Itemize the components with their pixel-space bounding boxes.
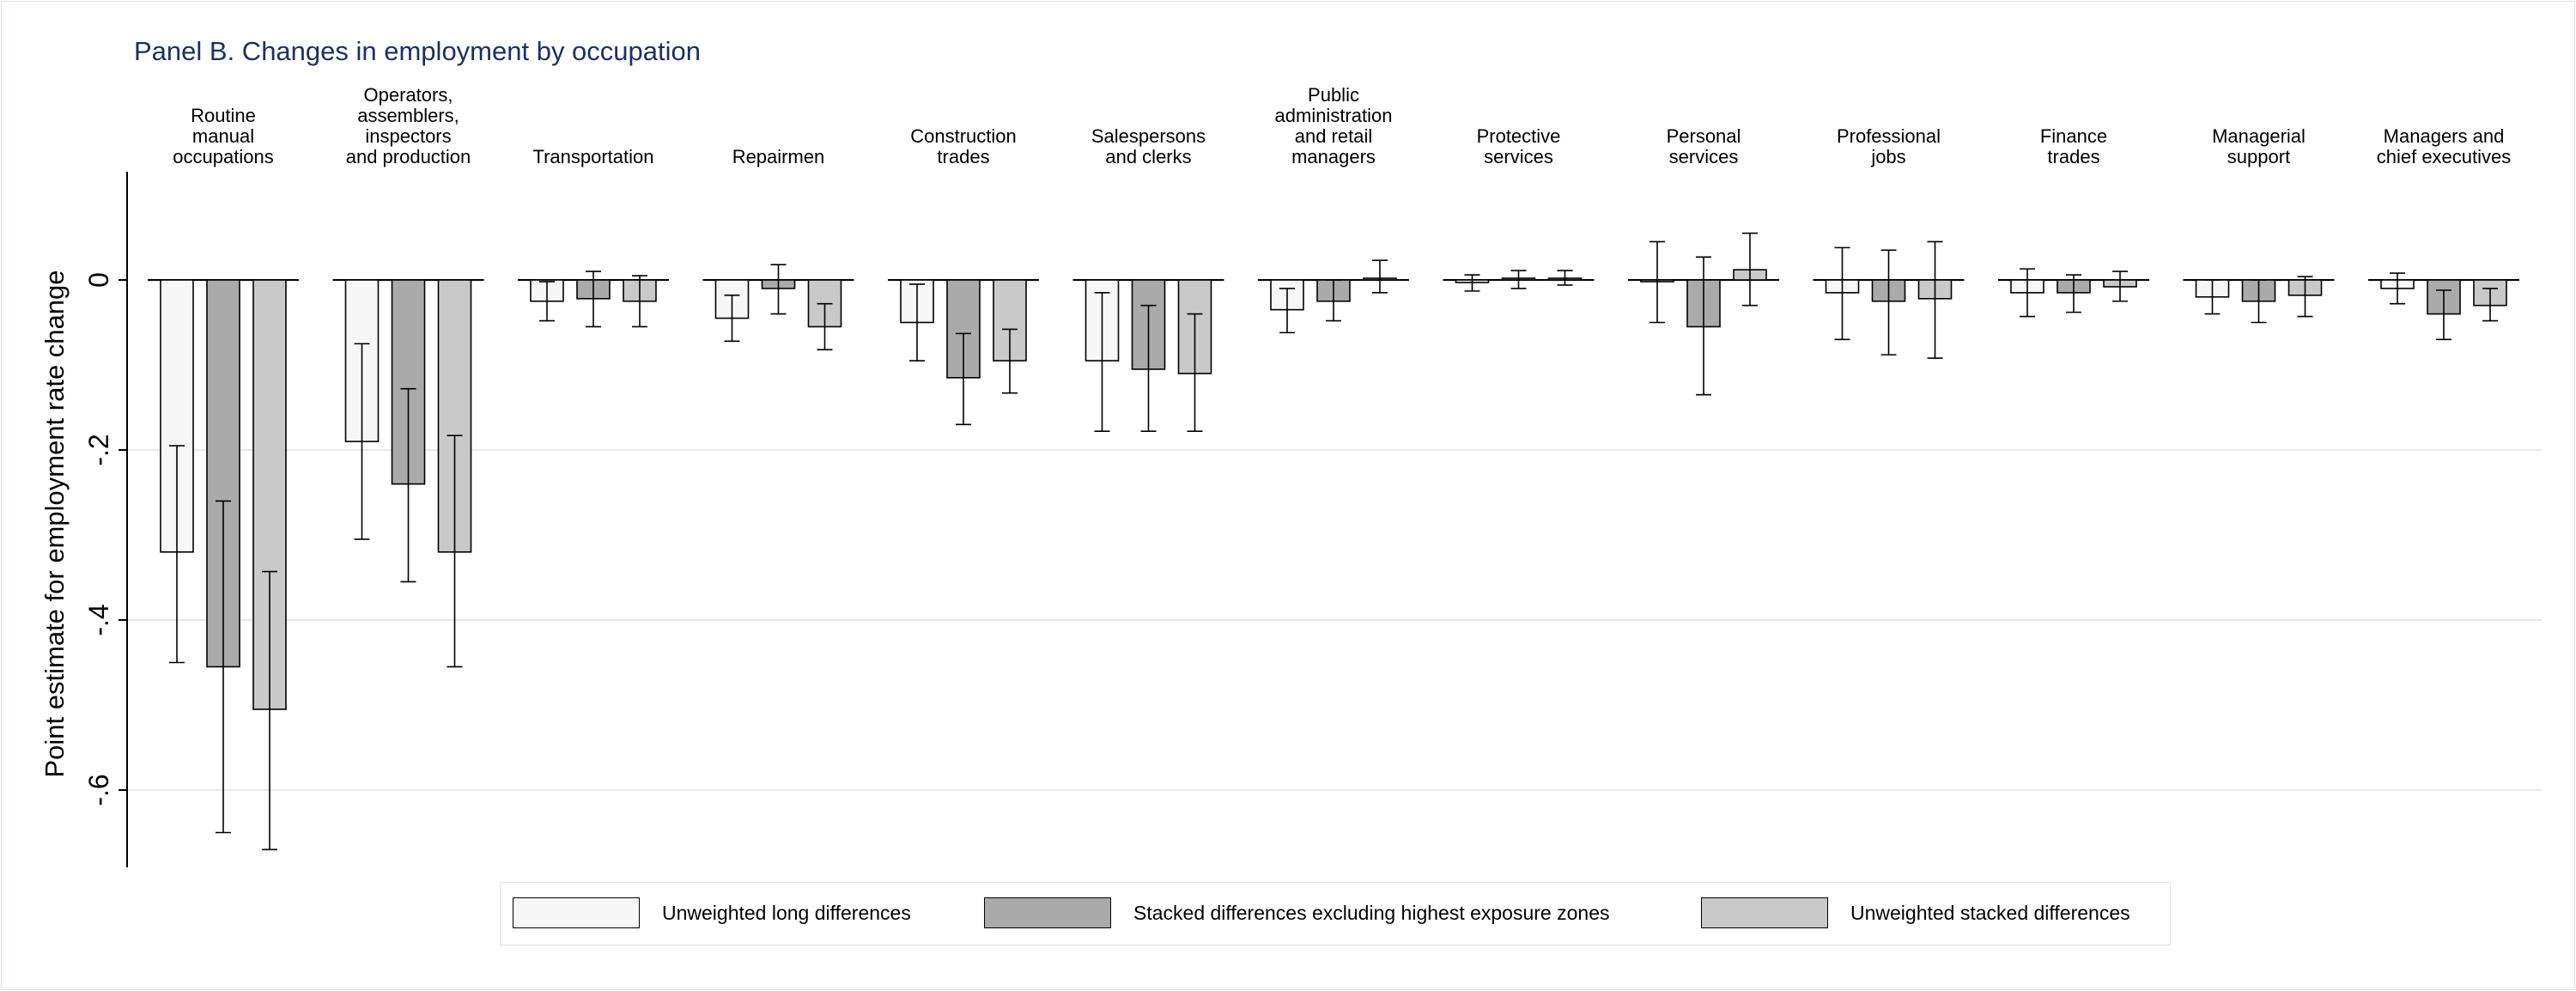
category-label: services <box>1669 146 1739 167</box>
legend-swatch-series-1 <box>513 897 640 928</box>
category-label: Managerial <box>2212 125 2306 147</box>
category-label: trades <box>2047 146 2099 167</box>
category-label: occupations <box>173 146 273 167</box>
legend-swatch-series-2 <box>984 897 1111 928</box>
legend-label-series-1: Unweighted long differences <box>662 901 911 924</box>
category-label: inspectors <box>365 125 451 147</box>
category-label: managers <box>1291 146 1376 167</box>
category-label: administration <box>1275 105 1393 126</box>
category-label: Finance <box>2040 125 2107 147</box>
legend-label-series-3: Unweighted stacked differences <box>1850 901 2130 924</box>
category-label: chief executives <box>2377 146 2512 167</box>
legend-label-series-2: Stacked differences excluding highest ex… <box>1133 901 1610 924</box>
y-axis-title: Point estimate for employment rate chang… <box>39 270 70 777</box>
legend-item-series-3: Unweighted stacked differences <box>1701 896 2130 930</box>
category-label: Professional <box>1837 125 1941 147</box>
category-label: and retail <box>1295 125 1373 147</box>
category-label: Repairmen <box>732 146 825 167</box>
category-label: manual <box>192 125 254 147</box>
category-label: assemblers, <box>357 105 459 126</box>
category-label: Public <box>1308 84 1359 106</box>
category-label: Transportation <box>532 146 653 167</box>
category-label: Operators, <box>364 84 453 106</box>
category-label: Construction <box>910 125 1017 147</box>
category-label: Protective <box>1477 125 1561 147</box>
category-label: and production <box>346 146 471 167</box>
y-tick-label: -.2 <box>83 434 114 465</box>
category-label: Salespersons <box>1091 125 1206 147</box>
category-label: services <box>1484 146 1553 167</box>
y-tick-label: 0 <box>83 272 114 288</box>
category-label: and clerks <box>1105 146 1191 167</box>
category-label: support <box>2227 146 2290 167</box>
y-tick-label: -.4 <box>83 604 114 635</box>
chart-title: Panel B. Changes in employment by occupa… <box>134 36 702 66</box>
category-label: Routine <box>191 105 256 126</box>
category-label: Personal <box>1667 125 1741 147</box>
category-label: Managers and <box>2384 125 2505 147</box>
legend-item-series-1: Unweighted long differences <box>513 896 911 930</box>
category-label: jobs <box>1870 146 1905 167</box>
legend-item-series-2: Stacked differences excluding highest ex… <box>984 896 1609 930</box>
legend-swatch-series-3 <box>1701 897 1828 928</box>
y-tick-label: -.6 <box>83 774 114 806</box>
category-label: trades <box>937 146 989 167</box>
legend: Unweighted long differences Stacked diff… <box>500 882 2171 945</box>
